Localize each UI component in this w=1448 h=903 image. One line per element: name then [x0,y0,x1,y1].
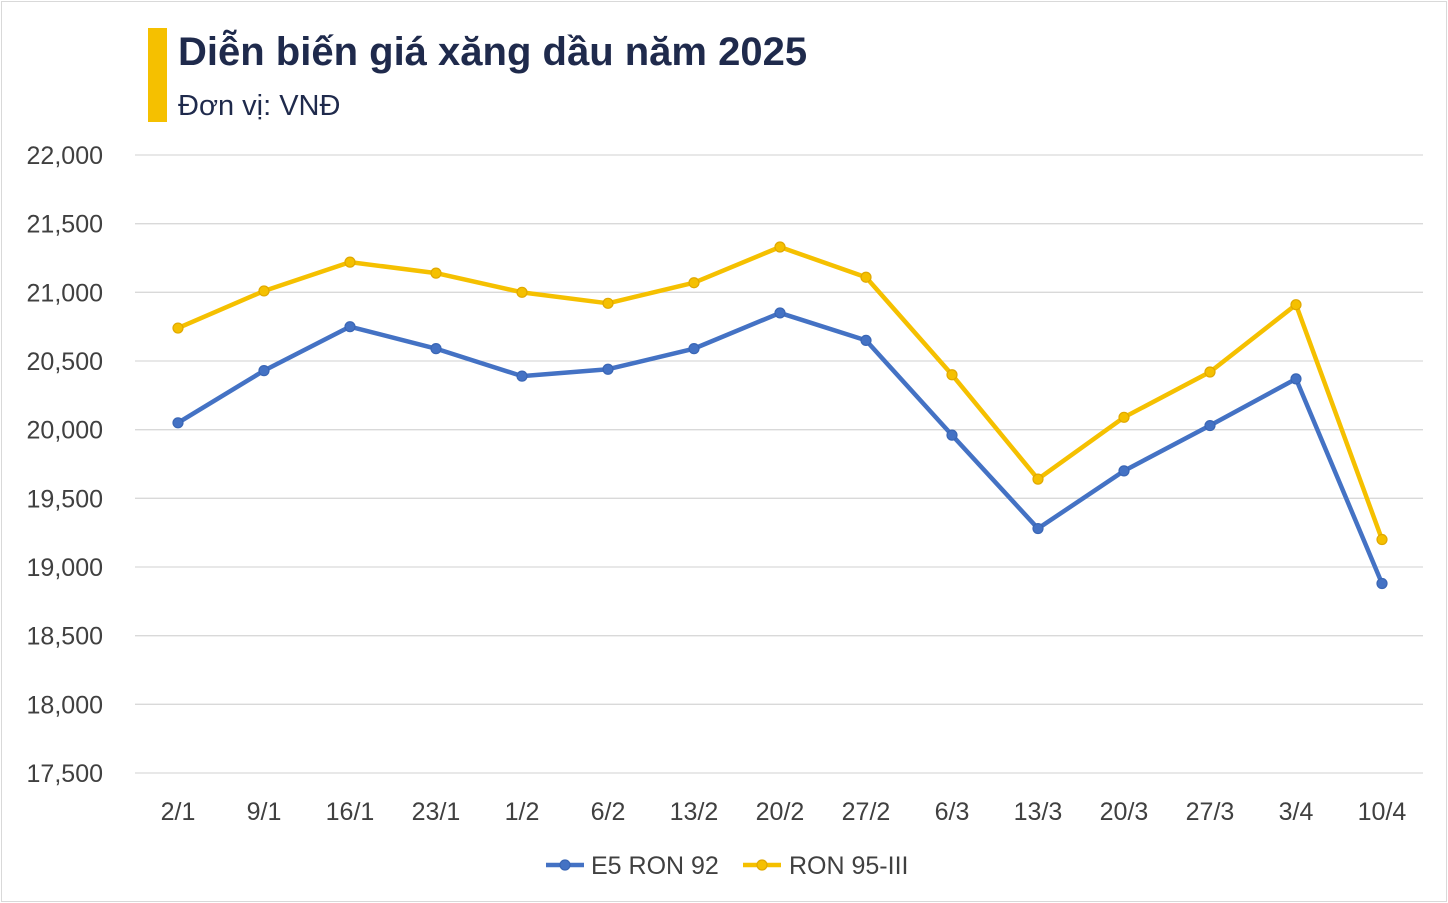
data-point [1376,533,1388,546]
y-tick-label: 20,500 [27,348,103,376]
data-point [1290,373,1302,385]
series-line [175,310,1385,586]
series-line [175,244,1385,542]
x-axis-labels: 2/1 9/1 16/1 23/1 1/2 6/2 13/2 20/2 27/2 6/3 13/3 2… [161,798,1407,826]
data-point [860,271,872,283]
y-tick-label: 22,000 [27,142,103,170]
x-tick-label: 13/2 [670,798,719,826]
x-tick-label: 20/3 [1100,798,1149,826]
data-point [258,285,270,297]
data-point [430,267,442,279]
data-point [860,334,872,346]
y-tick-label: 21,000 [27,279,103,307]
legend-label: E5 RON 92 [591,852,719,880]
chart-subtitle: Đơn vị: VNĐ [178,90,341,122]
legend-label: RON 95-III [789,852,908,880]
data-point [1118,411,1130,423]
data-point [172,322,184,334]
x-tick-label: 2/1 [161,798,196,826]
y-tick-label: 19,000 [27,554,103,582]
legend-marker [559,859,571,871]
x-tick-label: 27/2 [842,798,891,826]
data-point [1376,577,1388,590]
data-point [602,297,614,309]
series-e5-ron-92 [172,307,1388,590]
data-point [344,321,356,333]
y-tick-label: 17,500 [27,760,103,788]
data-point [1032,522,1044,535]
data-point [946,369,958,381]
y-axis-labels: 17,500 18,000 18,500 19,000 19,500 20,000 20,5… [27,142,103,788]
data-point [774,241,786,253]
series-ron-95-iii [172,241,1388,546]
x-tick-label: 6/2 [591,798,626,826]
legend: E5 RON 92 RON 95-III [546,852,908,880]
data-point [946,429,958,441]
data-point [774,307,786,319]
data-point [516,370,528,382]
x-tick-label: 20/2 [756,798,805,826]
gridlines [135,154,1423,774]
x-tick-label: 6/3 [935,798,970,826]
x-tick-label: 1/2 [505,798,540,826]
y-tick-label: 21,500 [27,211,103,239]
x-tick-label: 23/1 [412,798,461,826]
y-tick-label: 20,000 [27,417,103,445]
y-tick-label: 19,500 [27,485,103,513]
data-point [688,343,700,355]
x-tick-label: 3/4 [1279,798,1314,826]
data-point [258,365,270,377]
title-accent-bar [148,28,167,122]
data-point [1204,366,1216,378]
data-point [1290,299,1302,311]
x-tick-label: 10/4 [1358,798,1407,826]
data-point [344,256,356,268]
legend-item: RON 95-III [743,852,908,880]
y-tick-label: 18,000 [27,691,103,719]
x-tick-label: 16/1 [326,798,375,826]
data-point [1118,465,1130,477]
legend-item: E5 RON 92 [546,852,719,880]
data-point [1032,473,1044,485]
series-lines [172,241,1388,590]
x-tick-label: 27/3 [1186,798,1235,826]
x-tick-label: 9/1 [247,798,282,826]
data-point [430,343,442,355]
data-point [688,277,700,289]
legend-marker [756,859,768,871]
y-tick-label: 18,500 [27,623,103,651]
data-point [1204,419,1216,432]
data-point [172,417,184,429]
data-point [516,286,528,298]
data-point [602,363,614,375]
x-tick-label: 13/3 [1014,798,1063,826]
chart-title: Diễn biến giá xăng dầu năm 2025 [178,30,808,74]
